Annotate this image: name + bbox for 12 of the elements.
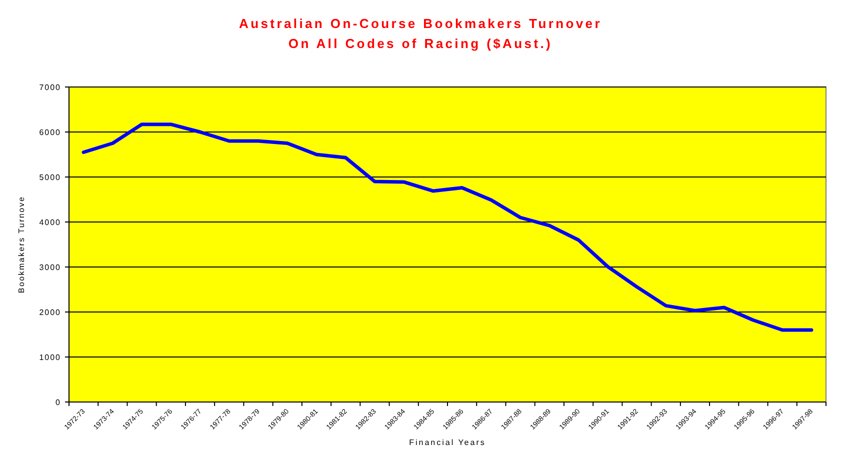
y-tick-label: 4000 [39, 218, 61, 227]
y-tick-label: 5000 [39, 172, 61, 182]
x-axis-title: Financial Years [409, 438, 486, 447]
chart-title: Australian On-Course Bookmakers Turnover On All Codes of Racing ($Aust.) [239, 16, 602, 51]
y-tick-label: 2000 [39, 308, 61, 317]
y-tick-label: 0 [56, 398, 61, 407]
y-tick-label: 3000 [39, 262, 61, 272]
y-tick-label: 6000 [39, 128, 61, 137]
line-series [82, 122, 814, 332]
y-axis-title: Bookmakers Turnove [17, 196, 26, 294]
y-tick-label: 1000 [39, 352, 61, 362]
y-tick-label: 7000 [39, 82, 61, 92]
